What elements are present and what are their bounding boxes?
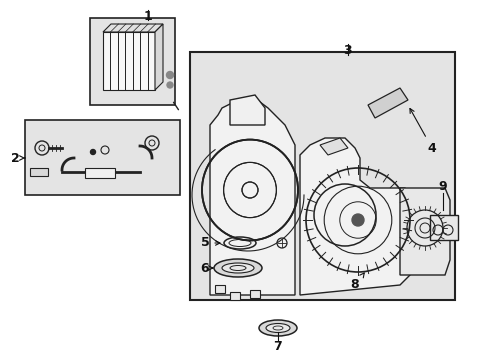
Text: 9: 9	[438, 180, 447, 193]
Bar	[25, 120, 180, 195]
Circle shape	[166, 72, 173, 78]
Bar	[190, 52, 454, 300]
Text: 7: 7	[273, 340, 282, 353]
Polygon shape	[299, 138, 414, 295]
Polygon shape	[319, 138, 347, 155]
Bar	[30, 168, 48, 176]
Text: 3: 3	[343, 44, 351, 57]
Bar	[229, 292, 240, 300]
Text: 6: 6	[200, 261, 212, 275]
Text: 1: 1	[143, 10, 152, 23]
Bar	[85, 168, 115, 178]
Circle shape	[90, 149, 95, 154]
Circle shape	[167, 82, 173, 88]
Polygon shape	[209, 100, 294, 295]
Text: 5: 5	[200, 237, 220, 249]
Ellipse shape	[259, 320, 296, 336]
Ellipse shape	[214, 259, 262, 277]
Text: 8: 8	[350, 273, 364, 292]
Bar	[103, 32, 155, 90]
Polygon shape	[229, 95, 264, 125]
Text: 4: 4	[409, 108, 435, 154]
Bar	[90, 18, 175, 105]
Bar	[249, 290, 260, 298]
Circle shape	[351, 214, 363, 226]
Ellipse shape	[222, 263, 253, 273]
Ellipse shape	[265, 324, 289, 333]
Polygon shape	[367, 88, 407, 118]
Bar	[429, 215, 457, 240]
Text: 2: 2	[11, 152, 25, 165]
Polygon shape	[155, 24, 163, 90]
Polygon shape	[103, 24, 163, 32]
Bar	[215, 285, 224, 293]
Polygon shape	[399, 188, 449, 275]
